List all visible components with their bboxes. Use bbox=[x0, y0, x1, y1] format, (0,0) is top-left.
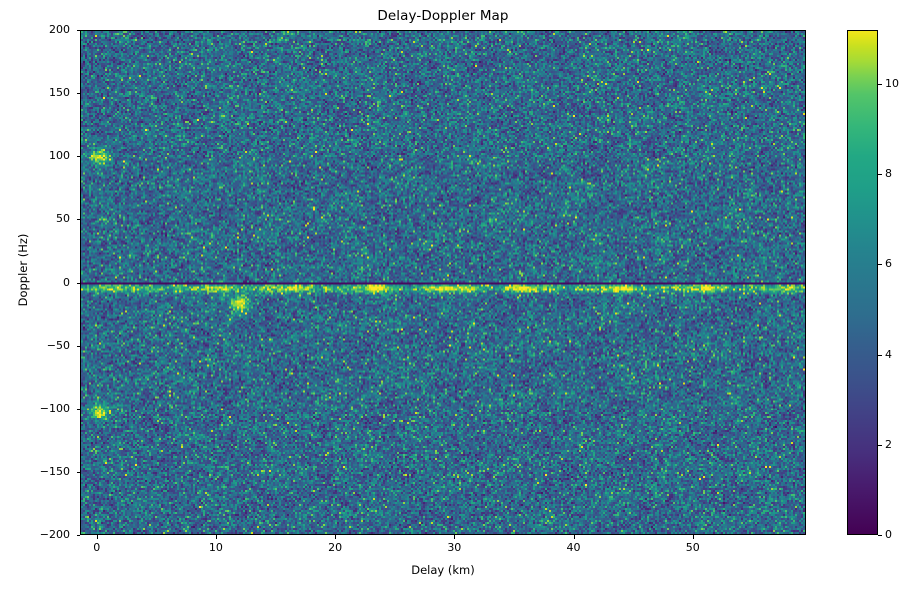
colorbar-tick-mark bbox=[878, 264, 882, 266]
y-tick-label: 50 bbox=[56, 212, 70, 226]
y-axis-label: Doppler (Hz) bbox=[16, 233, 30, 307]
x-tick-label: 0 bbox=[93, 541, 101, 554]
colorbar-tick-label: 0 bbox=[885, 528, 892, 541]
y-tick-mark bbox=[76, 282, 80, 284]
colorbar-tick-label: 2 bbox=[885, 437, 892, 451]
x-tick-mark bbox=[96, 535, 98, 539]
y-tick-label: 200 bbox=[49, 23, 70, 36]
x-tick-mark bbox=[573, 535, 575, 539]
y-tick-mark bbox=[76, 30, 80, 31]
delay-doppler-heatmap bbox=[81, 31, 805, 534]
colorbar-tick-label: 4 bbox=[885, 347, 892, 361]
y-tick-mark bbox=[76, 535, 80, 536]
x-tick-label: 10 bbox=[208, 541, 223, 554]
heatmap-plot-area bbox=[80, 30, 806, 535]
y-tick-mark bbox=[76, 156, 80, 158]
y-tick-label: 0 bbox=[63, 275, 70, 289]
y-tick-label: 150 bbox=[49, 86, 70, 100]
y-tick-label: −100 bbox=[39, 401, 70, 415]
x-tick-label: 20 bbox=[328, 541, 343, 554]
x-tick-label: 40 bbox=[566, 541, 581, 554]
colorbar-tick-label: 6 bbox=[885, 257, 892, 271]
x-tick-label: 50 bbox=[685, 541, 700, 554]
y-tick-mark bbox=[76, 93, 80, 95]
colorbar-tick-mark bbox=[878, 174, 882, 176]
page-title: Delay-Doppler Map bbox=[377, 8, 509, 24]
x-tick-mark bbox=[454, 535, 456, 539]
colorbar-tick-mark bbox=[878, 444, 882, 446]
y-tick-label: −200 bbox=[39, 528, 70, 541]
x-tick-mark bbox=[692, 535, 694, 539]
y-tick-label: −150 bbox=[39, 464, 70, 478]
colorbar-tick-label: 8 bbox=[885, 167, 892, 181]
colorbar-tick-label: 10 bbox=[885, 77, 899, 91]
colorbar-tick-mark bbox=[878, 84, 882, 86]
y-tick-mark bbox=[76, 345, 80, 347]
y-tick-mark bbox=[76, 471, 80, 473]
colorbar-tick-mark bbox=[878, 354, 882, 356]
colorbar bbox=[847, 30, 878, 535]
x-axis-label: Delay (km) bbox=[411, 563, 475, 577]
x-tick-mark bbox=[215, 535, 217, 539]
colorbar-tick-mark bbox=[878, 535, 882, 536]
x-tick-label: 30 bbox=[447, 541, 462, 554]
y-tick-label: −50 bbox=[46, 338, 70, 352]
y-tick-mark bbox=[76, 219, 80, 221]
y-tick-mark bbox=[76, 408, 80, 410]
x-tick-mark bbox=[335, 535, 337, 539]
y-tick-label: 100 bbox=[49, 149, 70, 163]
